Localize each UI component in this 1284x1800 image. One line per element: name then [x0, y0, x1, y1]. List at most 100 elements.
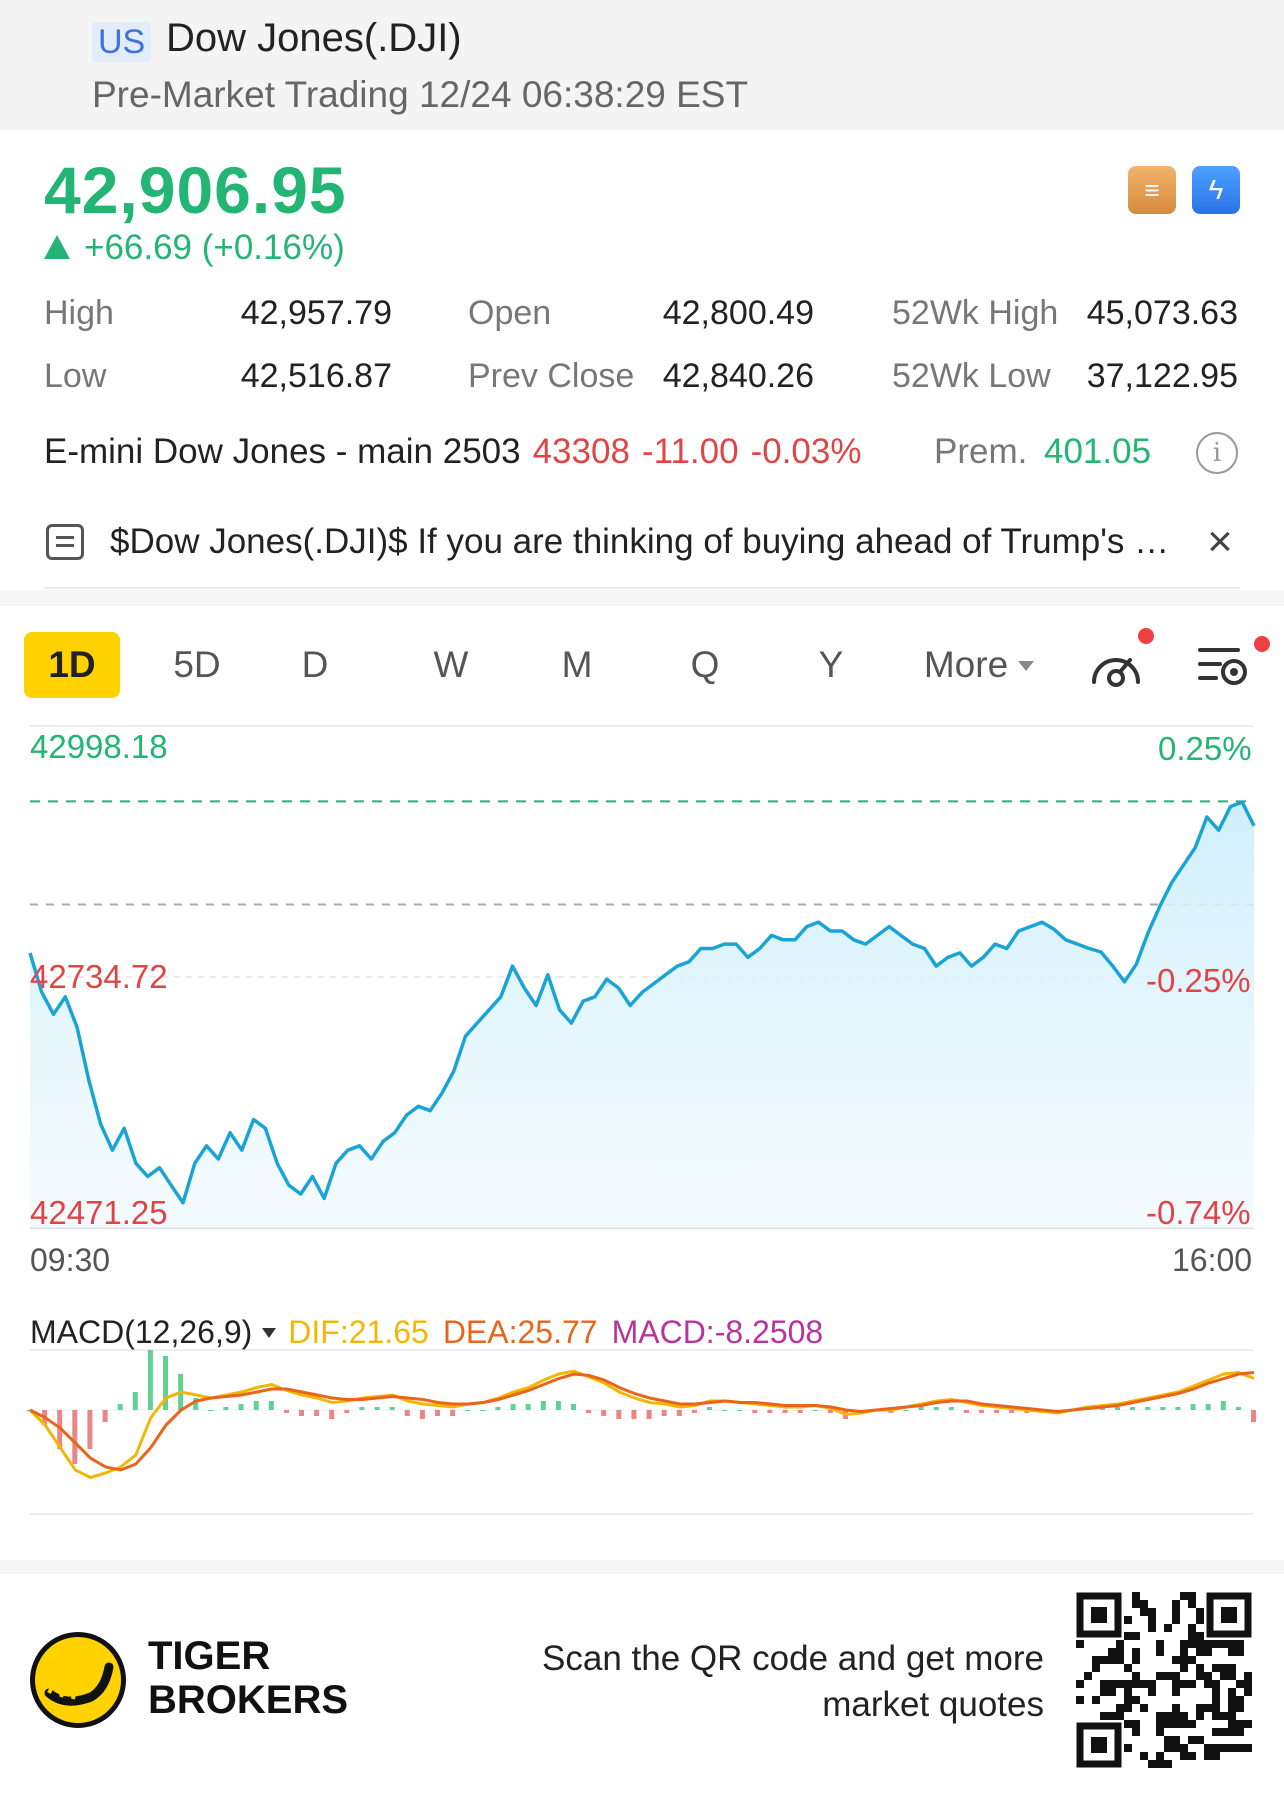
brand-line-2: BROKERS	[148, 1678, 349, 1722]
macd-bar	[208, 1410, 214, 1411]
macd-bar	[903, 1410, 909, 1411]
macd-bar	[510, 1404, 516, 1410]
lightning-trade-icon[interactable]: ϟ	[1192, 166, 1240, 214]
header: US Dow Jones(.DJI) Pre-Market Trading 12…	[0, 0, 1284, 130]
notification-dot	[1138, 628, 1154, 644]
macd-bar	[389, 1407, 395, 1410]
macd-bar	[253, 1401, 259, 1410]
notification-dot	[1254, 636, 1270, 652]
macd-bar	[465, 1410, 471, 1411]
macd-bar	[691, 1410, 697, 1413]
macd-bar	[782, 1410, 788, 1413]
footer	[0, 1560, 1284, 1800]
x-label-end: 16:00	[1172, 1242, 1253, 1278]
x-label-start: 09:30	[30, 1242, 111, 1278]
macd-bar	[586, 1410, 592, 1413]
macd-bar	[1205, 1404, 1211, 1410]
futures-name: E-mini Dow Jones - main 2503	[44, 432, 521, 471]
close-icon[interactable]: ×	[1207, 517, 1233, 566]
macd-bar	[963, 1410, 969, 1413]
scan-line-2: market quotes	[822, 1685, 1044, 1724]
y-label-top-left: 42998.18	[30, 728, 168, 765]
gauge-icon[interactable]	[1088, 642, 1144, 688]
macd-bar	[1145, 1407, 1151, 1410]
premium-value: 401.05	[1044, 432, 1152, 471]
up-arrow-icon	[44, 235, 70, 259]
macd-bar	[1251, 1410, 1256, 1422]
macd-bar	[1115, 1407, 1120, 1410]
macd-bar	[268, 1401, 274, 1410]
section-gap	[0, 590, 1284, 606]
macd-bar	[812, 1410, 818, 1411]
tab-m[interactable]: M	[561, 644, 593, 685]
high-label: High	[44, 294, 114, 332]
macd-bar	[676, 1410, 682, 1416]
macd-histogram	[27, 1350, 1256, 1464]
macd-bar	[404, 1410, 410, 1416]
info-icon[interactable]: i	[1196, 432, 1238, 474]
macd-bar	[646, 1410, 652, 1419]
macd-bar	[299, 1410, 304, 1416]
news-headline[interactable]: $Dow Jones(.DJI)$ If you are thinking of…	[110, 522, 1170, 561]
macd-bar	[147, 1350, 153, 1410]
wk52-high-label: 52Wk High	[892, 294, 1059, 332]
macd-bar	[374, 1407, 380, 1410]
scan-line-1: Scan the QR code and get more	[542, 1639, 1044, 1678]
tab-5d[interactable]: 5D	[173, 644, 221, 685]
y-label-mid-right: -0.25%	[1146, 962, 1251, 999]
macd-bar	[979, 1410, 984, 1413]
macd-header[interactable]: MACD(12,26,9) DIF:21.65 DEA:25.77 MACD:-8.2…	[30, 1314, 823, 1351]
ai-stack-icon[interactable]: ≡	[1128, 166, 1176, 214]
macd-bar	[1024, 1410, 1030, 1413]
macd-bar	[994, 1410, 1000, 1413]
futures-change: -11.00	[641, 432, 739, 471]
macd-bar	[555, 1401, 561, 1410]
macd-bar	[1130, 1407, 1136, 1410]
macd-bar	[359, 1407, 365, 1410]
prev-close-value: 42,840.26	[662, 357, 814, 395]
wk52-high-value: 45,073.63	[1086, 294, 1238, 332]
divider	[44, 587, 1240, 589]
macd-bar	[948, 1407, 954, 1410]
premium-label: Prem.	[934, 432, 1028, 471]
macd-title: MACD(12,26,9)	[30, 1314, 253, 1350]
brand-name: TIGER BROKERS	[148, 1634, 348, 1722]
macd-bar	[314, 1410, 320, 1416]
tab-q[interactable]: Q	[690, 644, 720, 685]
tab-more-label: More	[923, 644, 1009, 685]
macd-bar	[72, 1410, 78, 1464]
caret-down-icon	[262, 1328, 277, 1338]
futures-row[interactable]: E-mini Dow Jones - main 2503 43308 -11.00-…	[44, 432, 861, 472]
indicator-settings-icon[interactable]	[1198, 642, 1250, 688]
macd-bar	[329, 1410, 335, 1419]
macd-bar	[283, 1410, 289, 1413]
macd-bar	[419, 1410, 425, 1419]
open-value: 42,800.49	[662, 294, 814, 332]
futures-change-pct: -0.03%	[750, 432, 862, 471]
macd-bar	[27, 1410, 32, 1411]
tab-w[interactable]: W	[433, 644, 469, 685]
tab-1d[interactable]: 1D	[24, 632, 120, 698]
market-badge: US	[92, 22, 152, 62]
macd-bar	[193, 1398, 199, 1410]
macd-bar	[918, 1407, 924, 1410]
wk52-low-value: 37,122.95	[1086, 357, 1238, 395]
macd-bar	[933, 1407, 939, 1410]
qr-code	[1076, 1592, 1252, 1768]
session-status: Pre-Market Trading 12/24 06:38:29 EST	[92, 74, 749, 115]
macd-bar	[601, 1410, 607, 1416]
macd-bar	[827, 1410, 833, 1413]
macd-bar	[1190, 1404, 1196, 1410]
futures-price: 43308	[532, 432, 630, 471]
macd-bar	[223, 1407, 229, 1410]
caret-down-icon	[1018, 661, 1035, 671]
intraday-chart[interactable]	[0, 720, 1284, 1520]
dea-value: DEA:25.77	[442, 1314, 598, 1350]
macd-bar	[737, 1410, 743, 1411]
comment-icon	[46, 524, 84, 560]
macd-bar	[1235, 1407, 1241, 1410]
tab-d[interactable]: D	[301, 644, 329, 685]
tab-y[interactable]: Y	[818, 644, 844, 685]
tab-more[interactable]: More	[914, 632, 1044, 698]
dif-line	[28, 1369, 1255, 1480]
